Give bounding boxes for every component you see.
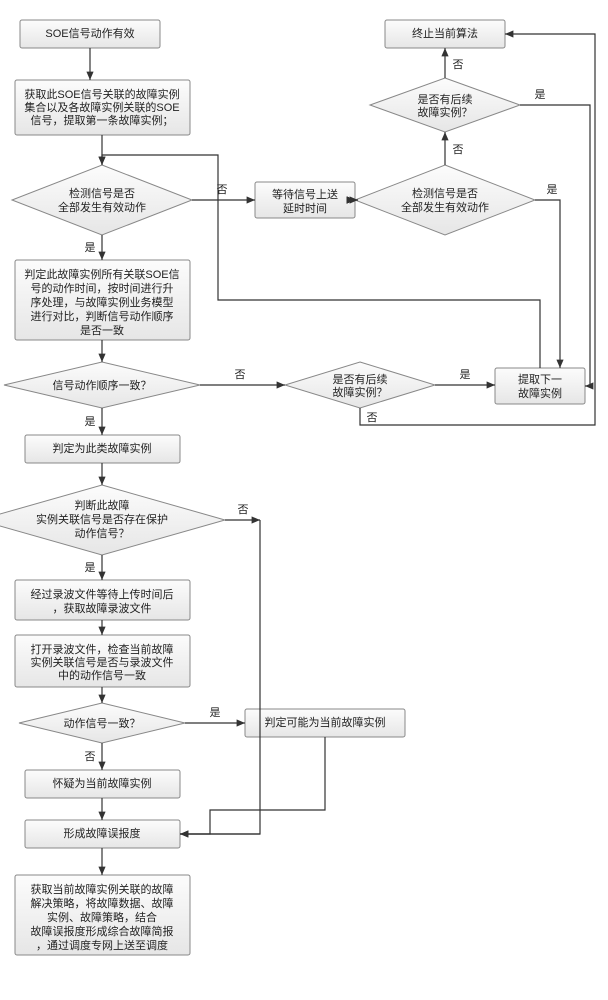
svg-text:延时时间: 延时时间 (283, 202, 327, 215)
svg-text:集合以及各故障实例关联的SOE: 集合以及各故障实例关联的SOE (24, 100, 179, 114)
svg-text:终止当前算法: 终止当前算法 (412, 26, 478, 40)
svg-text:故障误报度形成综合故障简报: 故障误报度形成综合故障简报 (31, 924, 174, 938)
svg-text:怀疑为当前故障实例: 怀疑为当前故障实例 (53, 776, 152, 790)
svg-text:是否一致: 是否一致 (80, 323, 124, 337)
svg-text:解决策略，将故障数据、故障: 解决策略，将故障数据、故障 (31, 896, 174, 910)
svg-text:等待信号上送: 等待信号上送 (272, 187, 338, 201)
svg-text:否: 否 (367, 412, 378, 424)
svg-text:判断此故障: 判断此故障 (75, 498, 130, 512)
svg-text:检测信号是否: 检测信号是否 (69, 186, 135, 200)
svg-text:实例关联信号是否存在保护: 实例关联信号是否存在保护 (36, 512, 168, 526)
svg-text:动作信号一致？: 动作信号一致？ (64, 716, 141, 730)
svg-text:动作信号？: 动作信号？ (75, 527, 130, 540)
svg-text:故障实例？: 故障实例？ (418, 105, 473, 119)
svg-text:故障实例？: 故障实例？ (333, 385, 388, 399)
svg-text:实例、故障策略，结合: 实例、故障策略，结合 (47, 910, 157, 924)
svg-text:是: 是 (85, 561, 96, 574)
svg-text:是: 是 (85, 415, 96, 428)
svg-text:全部发生有效动作: 全部发生有效动作 (401, 200, 489, 214)
svg-text:判定为此类故障实例: 判定为此类故障实例 (53, 441, 152, 455)
svg-text:故障实例: 故障实例 (518, 386, 562, 400)
svg-text:是否有后续: 是否有后续 (333, 372, 388, 386)
svg-text:是: 是 (535, 88, 546, 101)
svg-text:，通过调度专网上送至调度: ，通过调度专网上送至调度 (36, 938, 168, 952)
svg-text:号的动作时间，按时间进行升: 号的动作时间，按时间进行升 (31, 281, 174, 295)
svg-text:是: 是 (460, 368, 471, 381)
svg-text:判定可能为当前故障实例: 判定可能为当前故障实例 (265, 715, 386, 729)
node-recheck-signals (355, 165, 535, 235)
svg-text:序处理，与故障实例业务模型: 序处理，与故障实例业务模型 (31, 295, 174, 309)
svg-text:判定此故障实例所有关联SOE信: 判定此故障实例所有关联SOE信 (24, 267, 179, 281)
svg-text:获取此SOE信号关联的故障实例: 获取此SOE信号关联的故障实例 (24, 87, 179, 101)
node-start-text: SOE信号动作有效 (45, 26, 134, 40)
svg-text:检测信号是否: 检测信号是否 (412, 186, 478, 200)
svg-text:是: 是 (547, 183, 558, 196)
svg-text:是: 是 (85, 241, 96, 254)
svg-text:否: 否 (85, 751, 96, 763)
svg-text:提取下一: 提取下一 (518, 373, 562, 386)
svg-text:否: 否 (235, 369, 246, 381)
svg-text:是否有后续: 是否有后续 (418, 92, 473, 106)
svg-text:中的动作信号一致: 中的动作信号一致 (58, 668, 146, 682)
svg-text:实例关联信号是否与录波文件: 实例关联信号是否与录波文件 (31, 655, 174, 669)
svg-text:进行对比，判断信号动作顺序: 进行对比，判断信号动作顺序 (31, 309, 174, 323)
svg-text:否: 否 (453, 59, 464, 71)
flowchart-canvas: SOE信号动作有效 获取此SOE信号关联的故障实例 集合以及各故障实例关联的SO… (0, 0, 608, 1000)
svg-text:，获取故障录波文件: ，获取故障录波文件 (53, 601, 152, 615)
svg-text:获取当前故障实例关联的故障: 获取当前故障实例关联的故障 (31, 882, 174, 896)
svg-text:否: 否 (238, 504, 249, 516)
svg-text:形成故障误报度: 形成故障误报度 (64, 826, 141, 840)
svg-text:否: 否 (453, 144, 464, 156)
svg-text:全部发生有效动作: 全部发生有效动作 (58, 200, 146, 214)
node-check-all-signals (12, 165, 192, 235)
svg-text:经过录波文件等待上传时间后: 经过录波文件等待上传时间后 (31, 587, 174, 601)
svg-text:打开录波文件，检查当前故障: 打开录波文件，检查当前故障 (31, 642, 174, 656)
svg-text:信号，提取第一条故障实例；: 信号，提取第一条故障实例； (31, 113, 174, 127)
svg-text:信号动作顺序一致？: 信号动作顺序一致？ (53, 378, 152, 392)
svg-text:是: 是 (210, 706, 221, 719)
